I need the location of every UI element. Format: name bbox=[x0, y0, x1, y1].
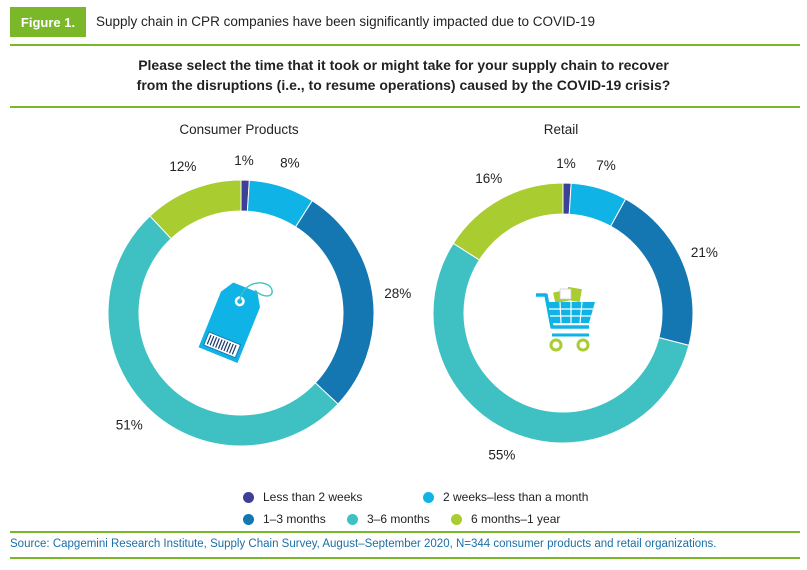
legend-row-1: Less than 2 weeks 2 weeks–less than a mo… bbox=[243, 486, 603, 508]
bottom-divider bbox=[10, 557, 800, 559]
legend: Less than 2 weeks 2 weeks–less than a mo… bbox=[243, 486, 603, 530]
question-line-2: from the disruptions (i.e., to resume op… bbox=[136, 77, 671, 93]
data-label-1-to-3-months: 21% bbox=[691, 245, 718, 260]
price-tag-icon bbox=[198, 282, 273, 363]
question-divider bbox=[10, 106, 800, 108]
legend-swatch bbox=[423, 491, 434, 503]
legend-label: 1–3 months bbox=[263, 512, 326, 526]
donut-charts: 1% 8% 28% 51% 12% 1% 7% 21% 55% 16% bbox=[107, 153, 718, 462]
legend-label: 2 weeks–less than a month bbox=[443, 490, 589, 504]
question-line-1: Please select the time that it took or m… bbox=[138, 57, 669, 73]
legend-row-2: 1–3 months 3–6 months 6 months–1 year bbox=[243, 508, 603, 530]
legend-item-1-to-3-months: 1–3 months bbox=[243, 512, 347, 526]
data-label-less-than-2-weeks: 1% bbox=[234, 153, 254, 168]
legend-swatch bbox=[243, 513, 254, 525]
donut-slice-6-months-to-year bbox=[149, 179, 242, 240]
data-label-6-months-to-year: 16% bbox=[475, 171, 502, 186]
data-label-2-weeks-to-month: 8% bbox=[280, 156, 300, 171]
donut-slice-6-months-to-year bbox=[452, 182, 564, 261]
survey-question: Please select the time that it took or m… bbox=[0, 55, 807, 95]
legend-label: Less than 2 weeks bbox=[263, 490, 363, 504]
legend-label: 3–6 months bbox=[367, 512, 430, 526]
donut-slice-1-to-3-months bbox=[294, 200, 375, 405]
donut-slice-3-to-6-months bbox=[107, 215, 339, 447]
figure-label: Figure 1. bbox=[10, 7, 86, 37]
donut-chart-retail: 1% 7% 21% 55% 16% bbox=[432, 156, 718, 462]
figure-title: Supply chain in CPR companies have been … bbox=[96, 14, 596, 29]
legend-swatch bbox=[243, 491, 254, 503]
data-label-6-months-to-year: 12% bbox=[169, 159, 196, 174]
data-label-2-weeks-to-month: 7% bbox=[596, 158, 616, 173]
donut-slice-3-to-6-months bbox=[432, 242, 690, 444]
data-label-1-to-3-months: 28% bbox=[384, 286, 411, 301]
donut-slice-1-to-3-months bbox=[610, 198, 694, 346]
data-label-3-to-6-months: 55% bbox=[488, 447, 515, 462]
header-divider bbox=[10, 44, 800, 46]
chart-title-retail: Retail bbox=[543, 122, 579, 137]
legend-label: 6 months–1 year bbox=[471, 512, 561, 526]
shopping-cart-icon bbox=[536, 286, 595, 352]
data-label-less-than-2-weeks: 1% bbox=[556, 156, 576, 171]
data-label-3-to-6-months: 51% bbox=[116, 418, 143, 433]
footer-divider bbox=[10, 531, 800, 533]
legend-item-2-weeks-to-month: 2 weeks–less than a month bbox=[423, 490, 588, 504]
donut-chart-consumer-products: 1% 8% 28% 51% 12% bbox=[107, 153, 411, 447]
legend-item-3-to-6-months: 3–6 months bbox=[347, 512, 451, 526]
source-note: Source: Capgemini Research Institute, Su… bbox=[10, 538, 717, 550]
chart-title-consumer-products: Consumer Products bbox=[179, 122, 299, 137]
legend-swatch bbox=[451, 513, 462, 525]
legend-item-less-than-2-weeks: Less than 2 weeks bbox=[243, 490, 423, 504]
legend-swatch bbox=[347, 513, 358, 525]
legend-item-6-months-to-year: 6 months–1 year bbox=[451, 512, 560, 526]
